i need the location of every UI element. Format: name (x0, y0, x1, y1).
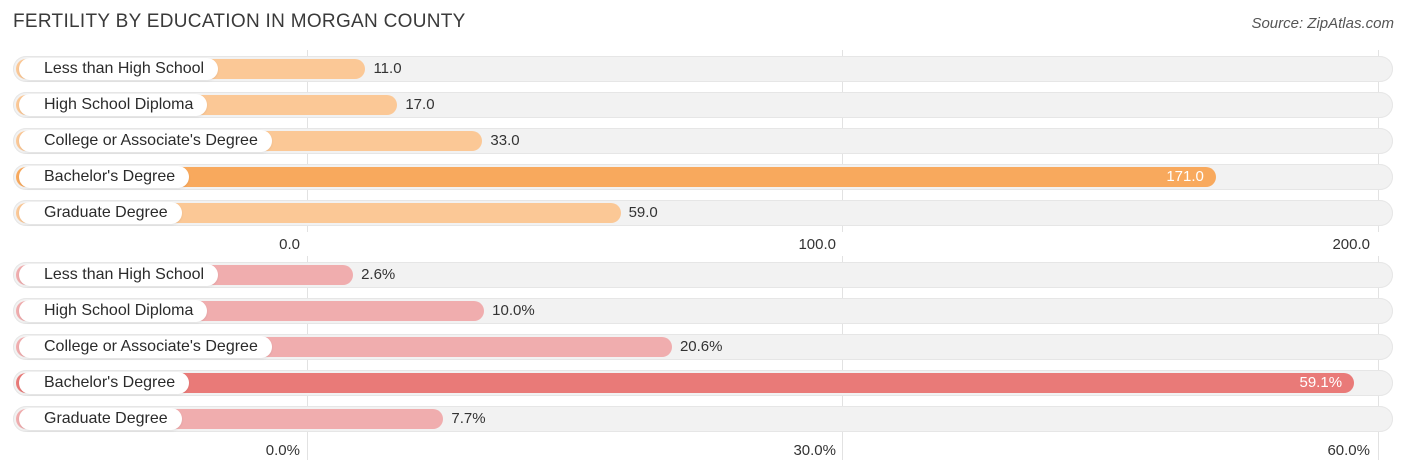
category-label: Bachelor's Degree (19, 166, 190, 188)
value-label: 10.0% (492, 302, 535, 319)
category-label: College or Associate's Degree (19, 130, 272, 152)
category-label: Graduate Degree (19, 202, 182, 224)
category-label: Less than High School (19, 58, 219, 80)
value-label: 17.0 (405, 96, 435, 113)
value-label: 2.6% (361, 266, 396, 283)
category-label: Bachelor's Degree (19, 372, 190, 394)
value-label: 33.0 (490, 132, 520, 149)
value-label: 7.7% (451, 410, 486, 427)
value-label: 59.0 (628, 204, 658, 221)
value-label: 171.0 (1166, 168, 1204, 185)
tick-label: 200.0 (1332, 236, 1370, 253)
tick-label: 100.0 (798, 236, 836, 253)
tick-label: 0.0 (279, 236, 300, 253)
category-label: Less than High School (19, 264, 219, 286)
chart-title: FERTILITY BY EDUCATION IN MORGAN COUNTY (13, 11, 466, 32)
source-label: Source: ZipAtlas.com (1251, 15, 1394, 32)
category-label: High School Diploma (19, 300, 208, 322)
category-label: College or Associate's Degree (19, 336, 272, 358)
tick-label: 60.0% (1327, 442, 1370, 459)
value-label: 20.6% (679, 338, 723, 355)
tick-label: 30.0% (793, 442, 836, 459)
category-label: Graduate Degree (19, 408, 182, 430)
value-label: 59.1% (1299, 374, 1343, 391)
category-label: High School Diploma (19, 94, 208, 116)
value-label: 11.0 (373, 60, 402, 77)
bar (16, 373, 1355, 393)
tick-label: 0.0% (265, 442, 300, 459)
bar (16, 167, 1216, 187)
